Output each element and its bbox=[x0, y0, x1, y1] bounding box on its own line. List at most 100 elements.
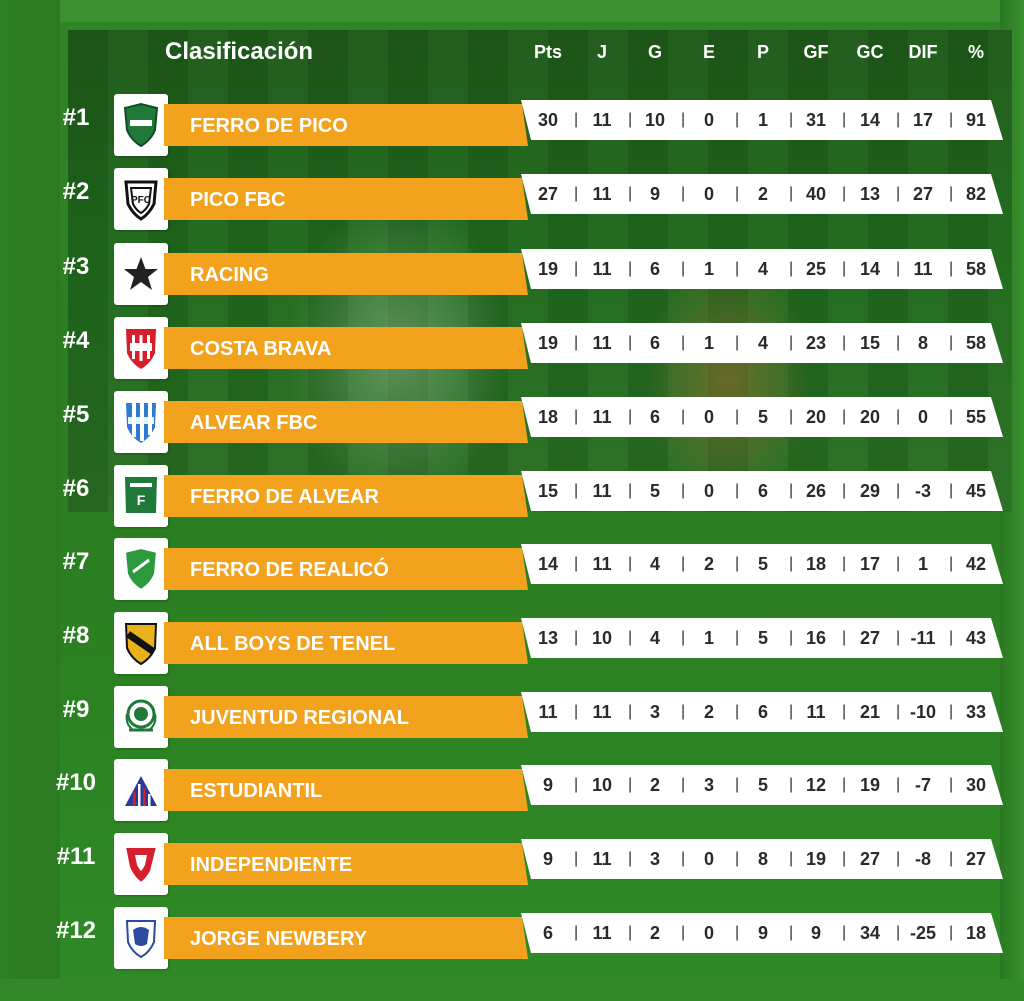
stat-percent: 42 bbox=[965, 554, 987, 574]
stat-gc: 29 bbox=[859, 481, 881, 501]
stat-dif: -10 bbox=[909, 702, 936, 722]
table-row: #2 PFC PICO FBC 27 | 11 | 9 | 0 | 2 | 40 | 13 | 27 | 82 bbox=[0, 168, 1024, 232]
stat-j: 11 bbox=[592, 333, 612, 353]
stat-dif: 0 bbox=[917, 407, 928, 427]
stat-e: 2 bbox=[703, 702, 714, 722]
stat-e: 0 bbox=[703, 849, 714, 869]
stat-gc: 17 bbox=[859, 554, 881, 574]
stat-g: 6 bbox=[649, 407, 660, 427]
alvear-fbc-shield-icon bbox=[114, 391, 168, 453]
stat-j: 11 bbox=[592, 407, 612, 427]
stat-pts: 15 bbox=[537, 481, 559, 501]
rank-label: #4 bbox=[62, 327, 90, 354]
stat-dif: 8 bbox=[917, 333, 928, 353]
stat-pts: 19 bbox=[537, 259, 559, 279]
stat-percent: 91 bbox=[965, 110, 987, 130]
stat-gc: 14 bbox=[859, 110, 881, 130]
rank-label: #10 bbox=[55, 769, 97, 796]
stat-g: 10 bbox=[644, 110, 666, 130]
stat-percent: 82 bbox=[965, 184, 987, 204]
stat-pts: 13 bbox=[537, 628, 559, 648]
costa-brava-shield-icon bbox=[114, 317, 168, 379]
team-name: INDEPENDIENTE bbox=[190, 854, 353, 876]
stat-pts: 18 bbox=[537, 407, 559, 427]
team-name: ALVEAR FBC bbox=[190, 412, 318, 434]
stat-dif: -11 bbox=[910, 628, 936, 648]
stat-pts: 27 bbox=[537, 184, 559, 204]
team-name-bar: ALVEAR FBC bbox=[164, 401, 528, 443]
stats-bar: 15 | 11 | 5 | 0 | 6 | 26 | 29 | -3 | 45 bbox=[521, 471, 1003, 511]
rank-label: #7 bbox=[62, 548, 90, 575]
stat-pts: 9 bbox=[542, 775, 553, 795]
column-header-gc: GC bbox=[856, 42, 884, 62]
table-row: #1 FERRO DE PICO 30 | 11 | 10 | 0 | 1 | 31 | 14 | 17 | 91 bbox=[0, 94, 1024, 158]
stat-g: 9 bbox=[649, 184, 660, 204]
stat-j: 11 bbox=[592, 481, 612, 501]
stat-e: 0 bbox=[703, 923, 714, 943]
stat-g: 6 bbox=[649, 259, 660, 279]
stat-dif: -25 bbox=[909, 923, 936, 943]
stat-percent: 33 bbox=[965, 702, 987, 722]
stat-j: 11 bbox=[592, 849, 612, 869]
stat-dif: 11 bbox=[913, 259, 933, 279]
rank-label: #3 bbox=[62, 253, 90, 280]
stat-dif: 27 bbox=[912, 184, 934, 204]
stat-percent: 27 bbox=[965, 849, 987, 869]
frame-left bbox=[0, 0, 60, 1001]
stat-percent: 55 bbox=[965, 407, 987, 427]
stat-gf: 25 bbox=[805, 259, 827, 279]
stat-g: 3 bbox=[649, 849, 660, 869]
stat-g: 4 bbox=[649, 628, 660, 648]
stat-percent: 18 bbox=[965, 923, 987, 943]
column-header-percent: % bbox=[967, 42, 984, 62]
rank-label: #6 bbox=[62, 475, 90, 502]
team-name-bar: JORGE NEWBERY bbox=[164, 917, 528, 959]
stat-pts: 30 bbox=[537, 110, 559, 130]
stat-p: 9 bbox=[757, 923, 768, 943]
stat-j: 10 bbox=[591, 775, 613, 795]
stat-dif: -7 bbox=[914, 775, 931, 795]
independiente-shield-icon bbox=[114, 833, 168, 895]
stat-gc: 21 bbox=[859, 702, 881, 722]
table-row: #9 JUVENTUD REGIONAL 11 | 11 | 3 | 2 | 6 | 11 | 21 | -10… bbox=[0, 686, 1024, 750]
pico-fbc-shield-icon: PFC bbox=[114, 168, 168, 230]
page-title: Clasificación bbox=[165, 38, 314, 65]
stat-g: 3 bbox=[649, 702, 660, 722]
stats-bar: 19 | 11 | 6 | 1 | 4 | 23 | 15 | 8 | 58 bbox=[521, 323, 1003, 363]
stat-e: 0 bbox=[703, 481, 714, 501]
stat-gc: 19 bbox=[859, 775, 881, 795]
stat-gf: 26 bbox=[805, 481, 827, 501]
team-name-bar: FERRO DE REALICÓ bbox=[164, 548, 528, 590]
stat-e: 2 bbox=[703, 554, 714, 574]
team-name: PICO FBC bbox=[190, 189, 286, 211]
stat-p: 6 bbox=[757, 702, 768, 722]
column-header-j: J bbox=[596, 42, 607, 62]
stats-bar: 18 | 11 | 6 | 0 | 5 | 20 | 20 | 0 | 55 bbox=[521, 397, 1003, 437]
ferro-de-realico-shield-icon bbox=[114, 538, 168, 600]
stat-gc: 27 bbox=[859, 849, 881, 869]
ferro-de-pico-shield-icon bbox=[114, 94, 168, 156]
jorge-newbery-shield-icon bbox=[114, 907, 168, 969]
stat-j: 11 bbox=[592, 554, 612, 574]
stats-bar: 30 | 11 | 10 | 0 | 1 | 31 | 14 | 17 | 91 bbox=[521, 100, 1003, 140]
team-name: ESTUDIANTIL bbox=[190, 780, 323, 802]
team-name-bar: FERRO DE ALVEAR bbox=[164, 475, 528, 517]
stats-bar: 27 | 11 | 9 | 0 | 2 | 40 | 13 | 27 | 82 bbox=[521, 174, 1003, 214]
stat-e: 1 bbox=[703, 628, 714, 648]
svg-text:F: F bbox=[137, 492, 146, 508]
team-name-bar: RACING bbox=[164, 253, 528, 295]
stat-pts: 11 bbox=[538, 702, 558, 722]
stat-gf: 23 bbox=[805, 333, 827, 353]
team-name-bar: PICO FBC bbox=[164, 178, 528, 220]
stat-pts: 19 bbox=[537, 333, 559, 353]
team-name: JORGE NEWBERY bbox=[190, 928, 368, 950]
team-name: JUVENTUD REGIONAL bbox=[190, 707, 409, 729]
table-row: #5 ALVEAR FBC 18 | 11 | 6 | 0 | 5 | 20 | 20 | 0 | 55 bbox=[0, 391, 1024, 455]
stats-bar: 6 | 11 | 2 | 0 | 9 | 9 | 34 | -25 | 18 bbox=[521, 913, 1003, 953]
column-header-g: G bbox=[647, 42, 662, 62]
stat-gc: 27 bbox=[859, 628, 881, 648]
rank-label: #5 bbox=[62, 401, 90, 428]
stat-p: 6 bbox=[757, 481, 768, 501]
stat-j: 10 bbox=[591, 628, 613, 648]
stat-percent: 45 bbox=[965, 481, 987, 501]
